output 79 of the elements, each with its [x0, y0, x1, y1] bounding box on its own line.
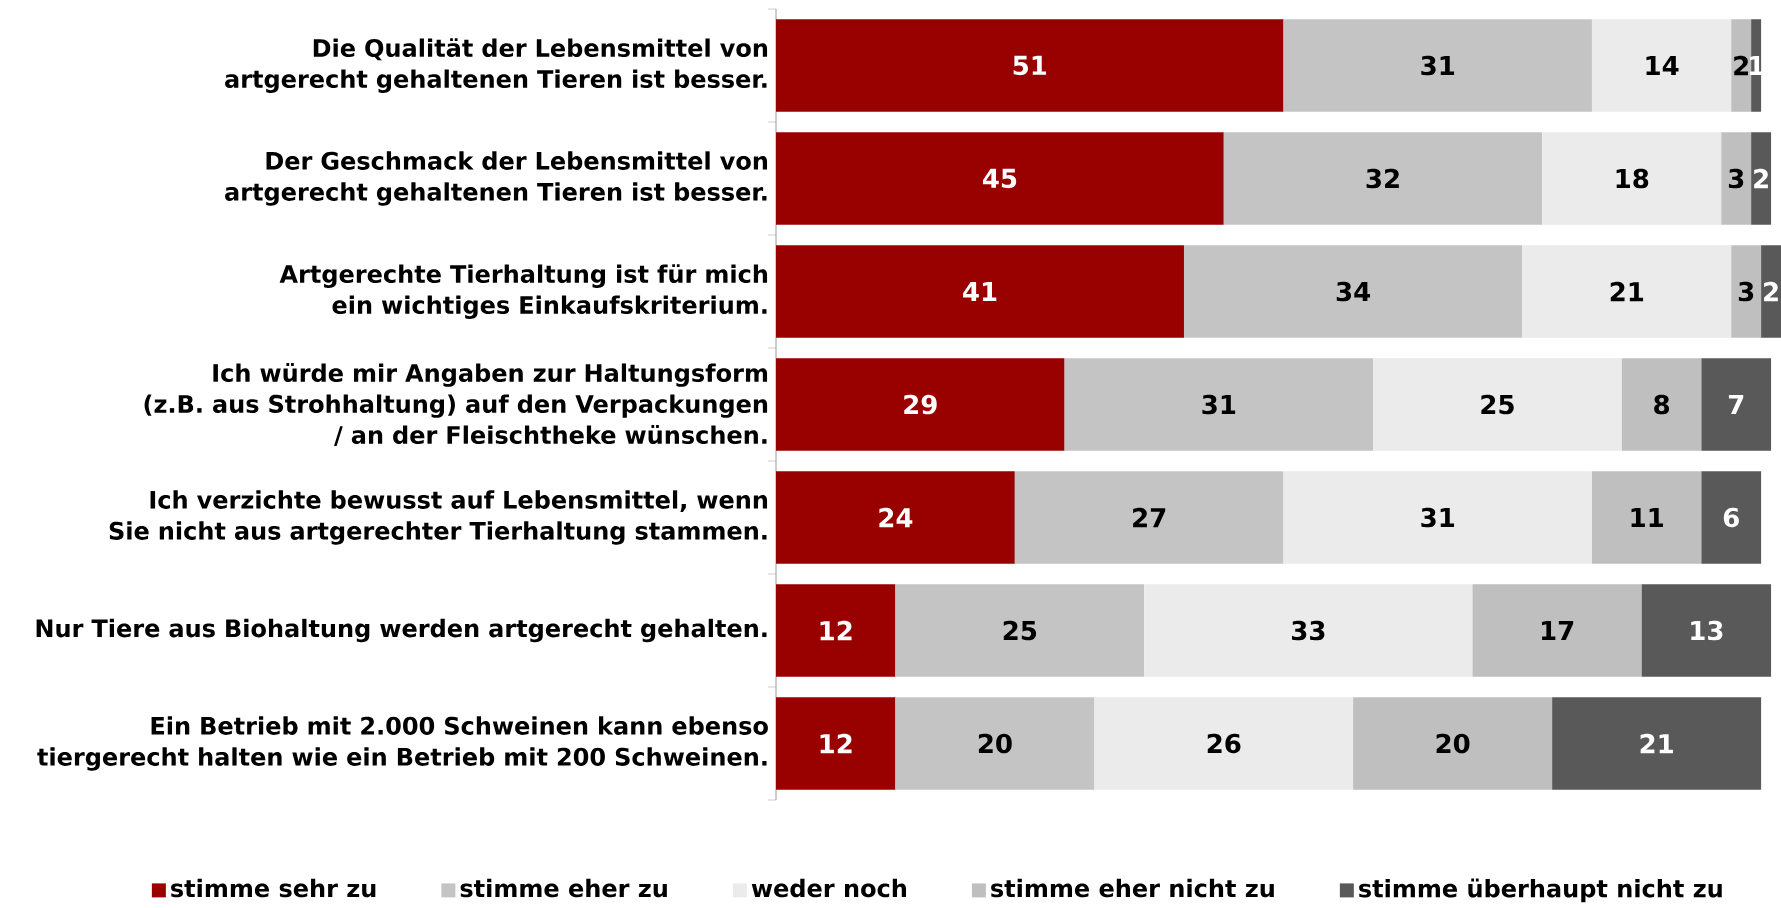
bar [1014, 471, 1284, 564]
data-label: 25 [1003, 620, 1037, 641]
bar [1522, 245, 1732, 338]
data-label: 11 [1631, 507, 1663, 527]
bar [1064, 358, 1374, 451]
bar [1183, 245, 1523, 338]
bar [1591, 471, 1702, 564]
data-label: 25 [1481, 394, 1514, 415]
data-label: 2 [1754, 168, 1768, 189]
bar [895, 584, 1145, 677]
y-tick-label: Der Geschmack der Lebensmittel von artgerecht gehaltenen Tieren ist besser. [225, 151, 768, 206]
bar [1701, 471, 1762, 564]
bar [1621, 358, 1702, 451]
bar [1591, 19, 1732, 112]
legend-label: stimme eher nicht zu [991, 878, 1274, 898]
legend-label: stimme sehr zu [171, 878, 376, 898]
bar [1283, 471, 1592, 564]
data-label: 21 [1640, 733, 1673, 754]
y-tick-label: Artgerechte Tierhaltung ist für mich ein wichtiges Einkaufskriterium. [279, 264, 768, 319]
data-label: 2 [1764, 281, 1778, 302]
data-label: 26 [1207, 733, 1241, 754]
bar [776, 697, 896, 790]
data-label: 18 [1616, 168, 1649, 189]
data-label: 13 [1691, 620, 1723, 641]
data-label: 41 [963, 281, 997, 301]
y-tick-label: Ich verzichte bewusst auf Lebensmittel, wenn Sie nicht aus artgerechter Tierhaltung stammen. [109, 490, 768, 545]
data-label: 34 [1336, 281, 1371, 302]
data-label: 20 [1436, 733, 1470, 754]
bar [1701, 358, 1772, 451]
data-label: 29 [904, 394, 937, 415]
bar [776, 584, 896, 677]
bar [1283, 19, 1592, 112]
data-label: 31 [1421, 507, 1455, 528]
bar [1373, 358, 1622, 451]
bar [1144, 584, 1473, 677]
bar [1353, 697, 1553, 790]
data-label: 27 [1133, 507, 1166, 528]
data-label: 45 [982, 168, 1017, 189]
data-label: 31 [1202, 394, 1236, 415]
data-label: 21 [1610, 281, 1644, 302]
bar [776, 471, 1015, 564]
bar [1542, 132, 1722, 225]
bar [1751, 132, 1772, 225]
legend-label: weder noch [751, 878, 907, 898]
bar [1472, 584, 1642, 677]
bar [1721, 132, 1752, 225]
y-tick-label: Die Qualität der Lebensmittel von artgerecht gehaltenen Tieren ist besser. [225, 38, 768, 93]
data-label: 6 [1723, 507, 1739, 528]
data-label: 12 [820, 620, 852, 641]
bar [1552, 697, 1762, 790]
data-label: 24 [879, 507, 913, 528]
data-label: 51 [1013, 55, 1047, 76]
data-label: 12 [820, 733, 852, 754]
bar [776, 132, 1224, 225]
bar [1223, 132, 1543, 225]
data-label: 3 [1728, 168, 1744, 189]
legend-label: stimme überhaupt nicht zu [1359, 878, 1722, 903]
data-label: 32 [1366, 168, 1399, 189]
data-label: 2 [1734, 55, 1749, 76]
bar [895, 697, 1095, 790]
bar [1731, 245, 1762, 338]
data-label: 31 [1421, 55, 1455, 76]
bar [776, 358, 1065, 451]
bar [1094, 697, 1354, 790]
data-label: 33 [1291, 620, 1325, 641]
bar [1641, 584, 1772, 677]
data-label: 20 [978, 733, 1012, 754]
data-label: 17 [1541, 620, 1574, 640]
y-tick-label: Ich würde mir Angaben zur Haltungsform (z.B. aus Strohhaltung) auf den Verpackungen / an der Fleischtheke wünschen. [144, 363, 768, 446]
y-tick-label: Ein Betrieb mit 2.000 Schweinen kann ebenso tiergerecht halten wie ein Betrieb mit 200 Schweinen. [37, 716, 768, 771]
bar [776, 245, 1184, 338]
bar [1731, 19, 1752, 112]
data-label: 3 [1738, 281, 1754, 302]
data-label: 14 [1646, 55, 1679, 75]
legend-label: stimme eher zu [460, 878, 667, 898]
data-label: 8 [1654, 394, 1670, 415]
bar [776, 19, 1284, 112]
y-tick-label: Nur Tiere aus Biohaltung werden artgerecht gehalten. [36, 618, 767, 643]
data-label: 7 [1728, 394, 1744, 414]
